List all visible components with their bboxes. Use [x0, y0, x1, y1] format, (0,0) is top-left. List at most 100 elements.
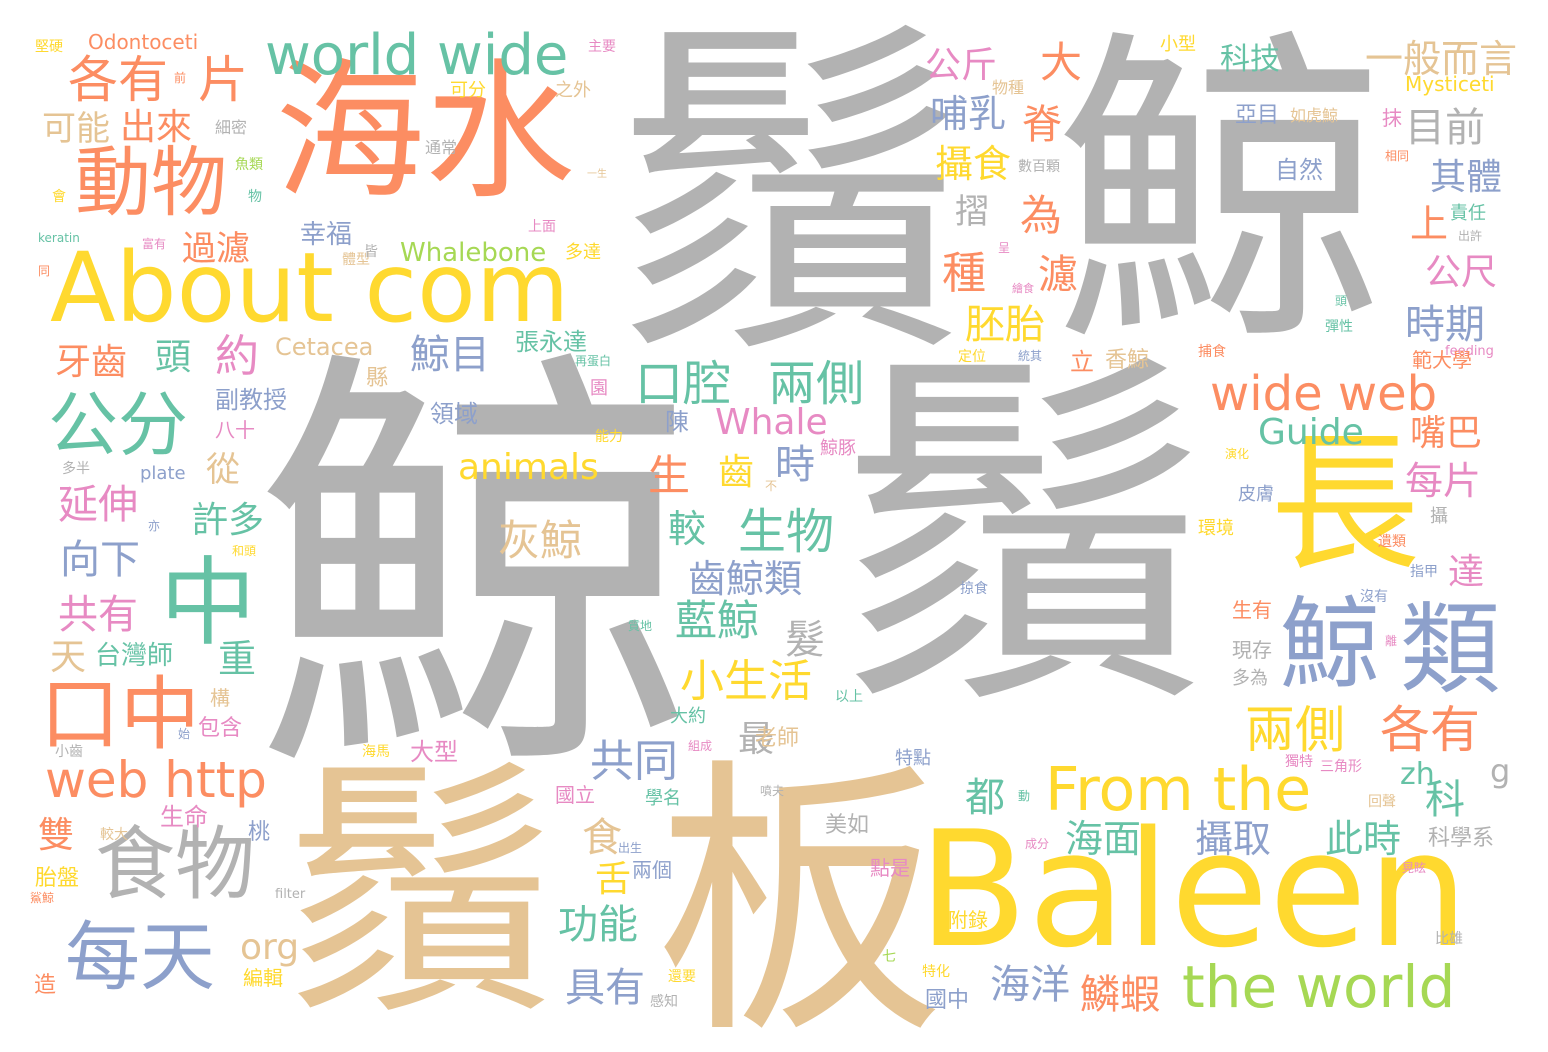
- word: 各有: [68, 51, 168, 109]
- word: 鬚: [285, 737, 555, 1052]
- word: wide web: [1210, 366, 1438, 422]
- word: 可分: [450, 80, 486, 101]
- word: 約: [215, 331, 259, 382]
- word: About com: [50, 232, 570, 344]
- word: 美如: [825, 813, 870, 838]
- word: 食: [582, 815, 622, 861]
- word: 皆: [364, 244, 378, 260]
- word: 出生: [618, 841, 643, 855]
- word: 之外: [555, 80, 591, 101]
- word: 點是: [870, 856, 910, 880]
- word: 長: [1270, 418, 1421, 592]
- word: 主要: [588, 39, 616, 55]
- word: 天: [50, 637, 87, 678]
- word: 許多: [192, 500, 265, 541]
- word: 延伸: [58, 482, 138, 528]
- word: 鯨目: [410, 332, 490, 378]
- word: From the: [1045, 755, 1312, 825]
- word: 亦: [148, 519, 161, 533]
- word: 大: [1040, 38, 1083, 87]
- word: 牙齒: [55, 342, 128, 383]
- word: 大約: [670, 706, 706, 727]
- word: 責任: [1450, 203, 1486, 224]
- word: web http: [45, 751, 267, 809]
- word: 小型: [1160, 34, 1196, 55]
- word: 科學系: [1428, 826, 1495, 851]
- word: 桃: [248, 820, 271, 845]
- word: 物: [248, 189, 262, 205]
- word: 老師: [755, 726, 800, 751]
- word: 造: [34, 973, 57, 998]
- word: 攝食: [935, 142, 1012, 186]
- word: 獨特: [1285, 754, 1313, 770]
- word: 此時: [1325, 817, 1402, 861]
- word: 其體: [1430, 157, 1503, 198]
- word: 一生: [587, 169, 607, 180]
- word: Odontoceti: [88, 30, 199, 54]
- word: 舌: [595, 859, 632, 900]
- word: 可能: [42, 109, 110, 149]
- word: 組成: [688, 739, 713, 753]
- word: world wide: [265, 23, 569, 88]
- word: 生物: [738, 504, 835, 560]
- word: 公斤: [925, 45, 998, 86]
- word: 達: [1448, 552, 1485, 593]
- word: 頭: [155, 337, 192, 378]
- word: 髮: [785, 617, 825, 663]
- word: 頭: [1335, 294, 1348, 308]
- word: animals: [458, 447, 599, 488]
- word: 為: [1020, 191, 1063, 240]
- word: 各有: [1380, 701, 1480, 759]
- word: 園: [590, 378, 608, 399]
- word: 三角形: [1320, 759, 1362, 775]
- word: 同: [38, 264, 51, 278]
- word: 質地: [628, 619, 653, 633]
- word: 重: [218, 637, 257, 681]
- word: 鬚: [615, 0, 965, 401]
- word: 脊: [1022, 102, 1062, 148]
- word: 噴夫: [760, 784, 785, 798]
- word: 範大學: [1412, 348, 1472, 372]
- word: 國立: [555, 783, 595, 807]
- word: 出許: [1458, 229, 1483, 243]
- word: 每片: [1405, 459, 1482, 503]
- word: 張永達: [515, 328, 587, 356]
- word: 感知: [650, 994, 678, 1010]
- word: 細密: [215, 118, 248, 137]
- word: the world: [1182, 953, 1456, 1021]
- word: 口腔: [635, 356, 732, 412]
- word: Guide: [1258, 412, 1364, 453]
- word: 嘴巴: [1410, 413, 1483, 454]
- word: 八十: [215, 418, 255, 442]
- word: 再蛋白: [575, 354, 612, 368]
- word: 藍鯨: [675, 596, 760, 645]
- word: 自然: [1275, 156, 1323, 184]
- word: 功能: [558, 902, 638, 948]
- word: Whale: [715, 402, 828, 443]
- word: 以上: [835, 689, 863, 705]
- word: 向下: [60, 537, 140, 583]
- word: 定位: [958, 349, 986, 365]
- word: 體型: [342, 252, 370, 268]
- word: 附錄: [948, 908, 988, 932]
- word: 包含: [198, 716, 243, 741]
- word: 從: [206, 450, 240, 490]
- word: 鯨豚: [820, 438, 856, 459]
- word: 灰鯨: [498, 516, 583, 565]
- word: 小生活: [680, 656, 812, 707]
- word: 多半: [62, 461, 90, 477]
- word: 動物: [75, 138, 227, 227]
- word: 片: [198, 51, 248, 109]
- word: g: [1490, 752, 1511, 790]
- word: 特化: [922, 964, 950, 980]
- word: 出來: [120, 107, 193, 148]
- word: 每天: [65, 913, 216, 1001]
- word: 立: [1070, 348, 1094, 376]
- word: 始: [178, 727, 191, 741]
- word: 離: [1385, 634, 1398, 648]
- word: 攝取: [1195, 817, 1272, 861]
- word: 香鯨: [1105, 348, 1150, 373]
- word: 動: [1018, 789, 1031, 803]
- word: 富有: [142, 237, 167, 251]
